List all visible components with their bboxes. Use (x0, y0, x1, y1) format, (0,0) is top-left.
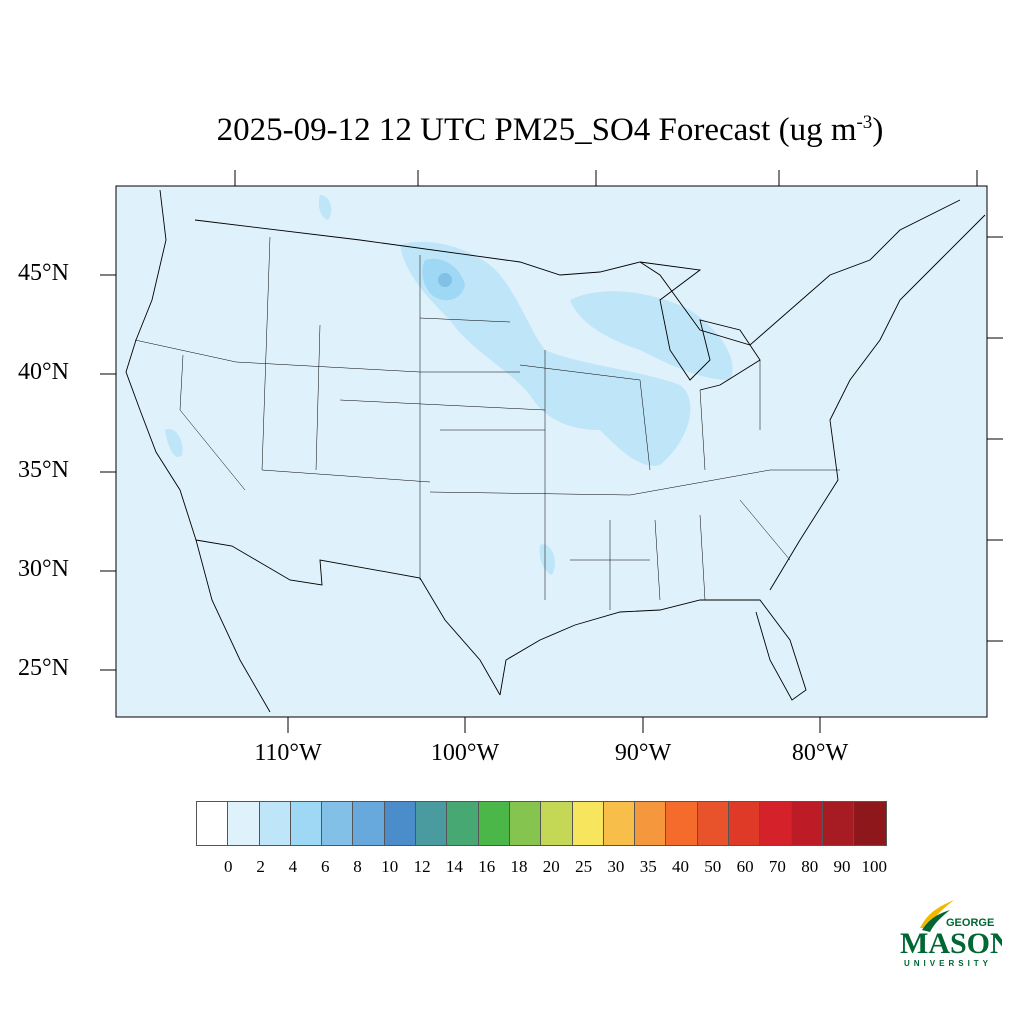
colorbar-label: 35 (639, 857, 657, 876)
george-mason-logo: GEORGE MASON UNIVERSITY (900, 900, 1002, 968)
patch-lakes (570, 291, 733, 380)
map-title: 2025-09-12 12 UTC PM25_SO4 Forecast (ug … (0, 112, 1024, 149)
colorbar-label: 40 (672, 857, 689, 876)
colorbar-swatch (416, 802, 448, 845)
colorbar-swatch (729, 802, 761, 845)
colorbar-swatch (697, 802, 730, 845)
state-lines (134, 236, 840, 610)
colorbar-swatch (791, 802, 823, 845)
colorbar-label: 25 (575, 857, 593, 876)
colorbar-label: 10 (381, 857, 399, 876)
title-exponent: -3 (856, 112, 873, 133)
colorbar-swatch (822, 802, 855, 845)
lat-label: 30°N (18, 556, 69, 582)
east-coast (769, 214, 986, 591)
mexico-border (195, 539, 501, 696)
title-text: 2025-09-12 12 UTC PM25_SO4 Forecast (ug … (216, 112, 857, 148)
patch-north (318, 195, 332, 220)
logo-swoosh (920, 900, 954, 928)
colorbar-label: 4 (288, 857, 298, 876)
logo-mason: MASON (900, 927, 1002, 960)
colorbar (196, 801, 887, 846)
colorbar-label: 90 (833, 857, 851, 876)
colorbar-swatch (228, 802, 260, 845)
axis-ticks (100, 170, 1003, 733)
colorbar-label: 18 (510, 857, 528, 876)
canada-border (194, 199, 961, 346)
colorbar-swatch (197, 802, 229, 845)
colorbar-label: 16 (478, 857, 496, 876)
title-close: ) (872, 112, 884, 148)
colorbar-swatch (384, 802, 417, 845)
colorbar-swatch (541, 802, 573, 845)
colorbar-label: 80 (801, 857, 819, 876)
logo-swoosh-green (922, 910, 950, 932)
lon-label: 80°W (791, 740, 849, 766)
colorbar-label: 50 (704, 857, 722, 876)
gulf-coast (499, 599, 807, 701)
lat-label: 25°N (18, 655, 69, 681)
great-lakes (639, 261, 761, 391)
west-coast (125, 189, 271, 713)
map-frame (115, 185, 988, 718)
colorbar-swatch (509, 802, 542, 845)
lon-label: 90°W (614, 740, 672, 766)
colorbar-label: 30 (607, 857, 625, 876)
colorbar-label: 8 (353, 857, 362, 876)
lat-label: 40°N (18, 359, 69, 385)
logo-george: GEORGE (946, 917, 994, 929)
patch-california (165, 429, 183, 458)
colorbar-swatch (447, 802, 479, 845)
colorbar-swatch (322, 802, 354, 845)
colorbar-label: 6 (320, 857, 330, 876)
patch-texas (539, 544, 555, 575)
colorbar-swatch (666, 802, 698, 845)
colorbar-label: 0 (224, 857, 233, 876)
colorbar-swatch (854, 802, 886, 845)
patch-dakota-core (438, 273, 452, 287)
lon-label: 100°W (430, 740, 500, 766)
colorbar-swatch (603, 802, 636, 845)
lon-label: 110°W (254, 740, 322, 766)
colorbar-swatch (353, 802, 385, 845)
lat-label: 45°N (18, 260, 69, 286)
colorbar-label: 100 (861, 857, 888, 876)
colorbar-swatch (635, 802, 667, 845)
colorbar-label: 14 (445, 857, 463, 876)
colorbar-label: 60 (736, 857, 754, 876)
colorbar-swatch (760, 802, 792, 845)
colorbar-swatch (259, 802, 291, 845)
colorbar-label: 70 (768, 857, 786, 876)
colorbar-swatch (478, 802, 510, 845)
colorbar-label: 2 (256, 857, 265, 876)
colorbar-swatch (572, 802, 604, 845)
colorbar-swatch (290, 802, 323, 845)
colorbar-label: 20 (542, 857, 560, 876)
colorbar-label: 12 (413, 857, 431, 876)
lat-label: 35°N (18, 457, 69, 483)
coastlines-borders (125, 189, 986, 713)
logo-university: UNIVERSITY (904, 959, 992, 968)
